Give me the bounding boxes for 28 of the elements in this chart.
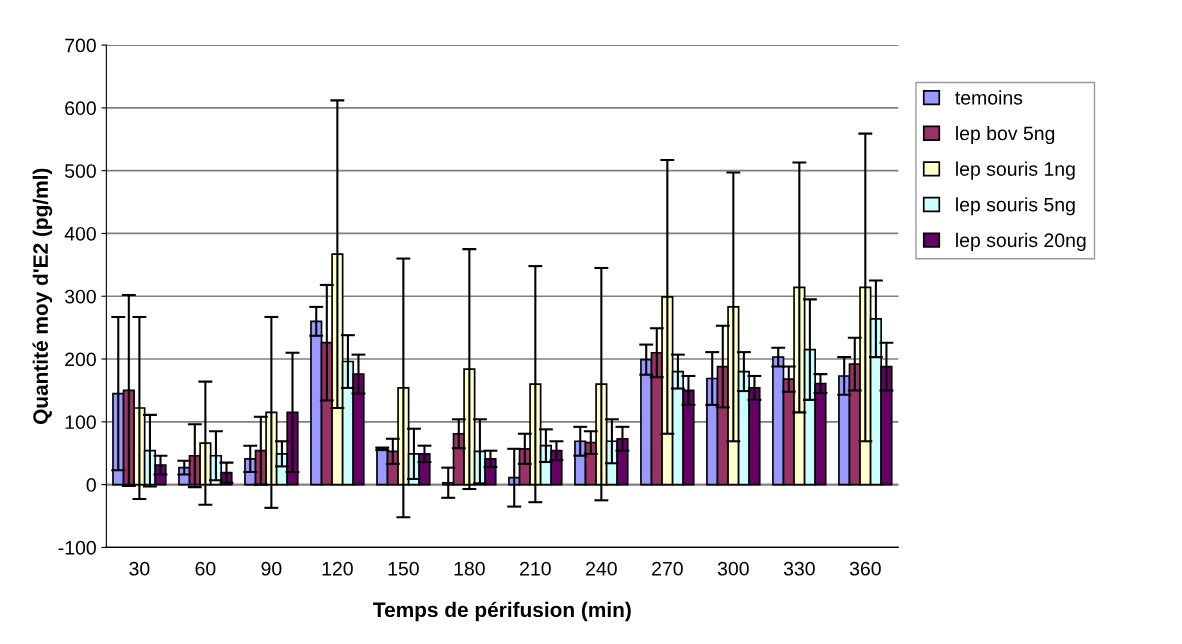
- x-tick-label: 360: [849, 561, 881, 576]
- y-tick-label: 200: [65, 352, 96, 367]
- y-tick-label: 500: [65, 164, 96, 178]
- y-tick-label: 400: [64, 226, 96, 241]
- y-tick-label: 300: [64, 289, 96, 304]
- y-tick-label: 100: [65, 415, 96, 430]
- x-tick-label: 60: [195, 561, 216, 576]
- x-axis-title: Temps de périfusion (min): [373, 601, 631, 622]
- y-tick-label: 700: [65, 38, 96, 53]
- legend-label: lep bov 5ng: [956, 125, 1055, 145]
- legend-label: lep souris 5ng: [956, 197, 1075, 216]
- x-tick-label: 180: [454, 561, 485, 576]
- x-tick-label: 150: [388, 561, 419, 576]
- x-tick-label: 90: [261, 561, 282, 576]
- x-tick-label: 240: [586, 561, 617, 576]
- y-axis-title: Quantité moy d'E2 (pg/ml): [32, 168, 53, 425]
- y-tick-label: 0: [86, 478, 96, 492]
- legend-label: lep souris 1ng: [956, 161, 1075, 180]
- x-tick-label: 270: [652, 561, 683, 576]
- x-tick-label: 30: [129, 561, 150, 576]
- y-tick-label: -100: [58, 540, 96, 555]
- y-tick-label: 600: [65, 101, 96, 116]
- legend-label: temoins: [955, 90, 1023, 105]
- x-tick-label: 210: [520, 561, 551, 576]
- legend-label: lep souris 20ng: [956, 232, 1086, 251]
- x-tick-label: 120: [322, 561, 353, 576]
- x-tick-label: 330: [783, 561, 815, 576]
- x-tick-label: 300: [717, 561, 749, 576]
